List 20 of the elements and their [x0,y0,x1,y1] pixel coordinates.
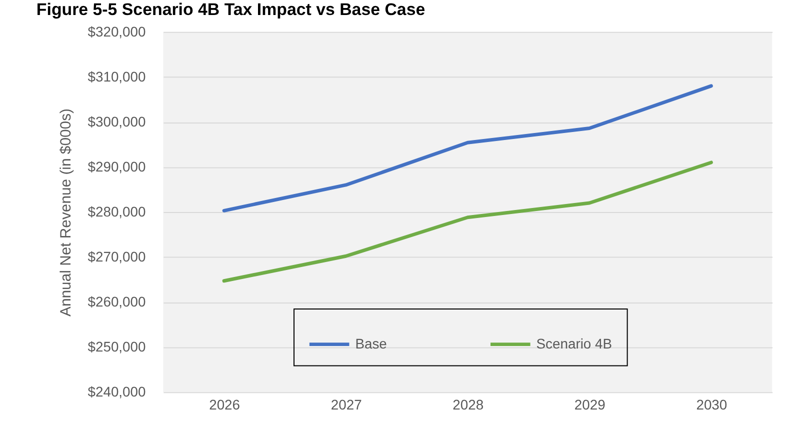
y-tick-label: $250,000 [88,338,146,355]
x-tick-label: 2030 [696,396,728,412]
chart-title: Figure 5-5 Scenario 4B Tax Impact vs Base Case [36,0,426,19]
x-tick-label: 2028 [452,396,484,412]
y-tick-label: $280,000 [88,203,146,220]
x-tick-label: 2026 [209,396,240,412]
y-tick-label: $320,000 [88,23,146,40]
y-tick-label: $300,000 [88,113,146,130]
y-tick-label: $260,000 [88,294,146,310]
legend-label: Scenario 4B [536,335,612,352]
y-tick-label: $290,000 [88,158,146,174]
y-tick-label: $270,000 [88,248,146,264]
y-tick-label: $240,000 [88,384,146,400]
y-tick-label: $310,000 [88,68,146,84]
x-tick-label: 2029 [574,396,606,412]
legend-label: Base [355,335,388,352]
x-tick-label: 2027 [330,396,362,412]
line-series [222,160,713,283]
line-series [222,84,713,212]
y-axis-title: Annual Net Revenue (in $000s) [58,108,75,316]
